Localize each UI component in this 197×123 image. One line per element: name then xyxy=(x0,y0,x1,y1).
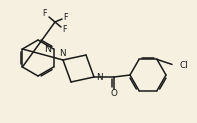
Text: N: N xyxy=(96,74,102,83)
Text: F: F xyxy=(43,9,47,18)
Text: N: N xyxy=(59,49,65,58)
Text: F: F xyxy=(63,25,67,34)
Text: N: N xyxy=(44,45,51,54)
Text: O: O xyxy=(111,89,117,98)
Text: Cl: Cl xyxy=(180,61,189,70)
Text: F: F xyxy=(64,13,68,22)
